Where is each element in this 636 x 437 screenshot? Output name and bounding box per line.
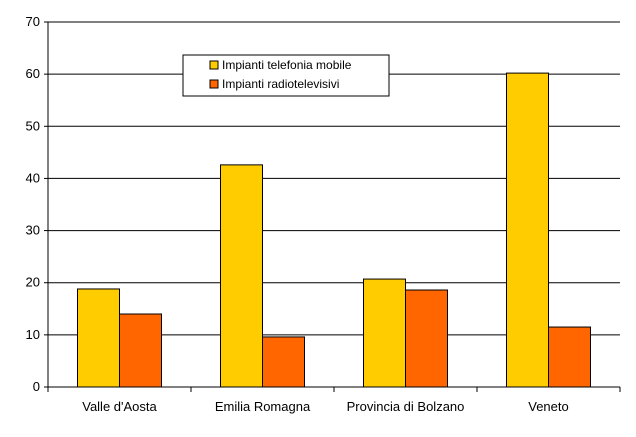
y-tick-label: 20 (26, 275, 40, 290)
bar-mobile-3 (506, 72, 549, 388)
bar-mobile-0 (77, 288, 120, 388)
legend-swatch-mobile (209, 60, 219, 70)
y-tick-labels: 0 10 20 30 40 50 60 70 (26, 14, 40, 394)
y-tick-label: 60 (26, 66, 40, 81)
bar-radiotv-1 (262, 336, 305, 388)
y-tick-label: 40 (26, 170, 40, 185)
y-tick-label: 70 (26, 14, 40, 29)
axes (47, 22, 621, 392)
bar-radiotv-3 (548, 326, 591, 388)
bars (77, 72, 591, 388)
x-tick-labels: Valle d'Aosta Emilia Romagna Provincia di … (82, 399, 569, 414)
y-tick-label: 0 (33, 379, 40, 394)
x-tick-label: Veneto (528, 399, 569, 414)
x-tick-label: Provincia di Bolzano (347, 399, 465, 414)
y-tick-label: 10 (26, 327, 40, 342)
x-tick-label: Emilia Romagna (215, 399, 311, 414)
bar-mobile-1 (220, 164, 263, 388)
bar-radiotv-2 (405, 289, 448, 388)
legend-label-radiotv: Impianti radiotelevisivi (222, 77, 339, 91)
legend: Impianti telefonia mobile Impianti radio… (182, 54, 390, 97)
legend-box (182, 54, 390, 97)
legend-swatch-radiotv (209, 79, 219, 89)
legend-label-mobile: Impianti telefonia mobile (222, 58, 352, 72)
y-tick-label: 50 (26, 118, 40, 133)
y-tick-label: 30 (26, 223, 40, 238)
bar-radiotv-0 (119, 313, 162, 388)
x-tick-label: Valle d'Aosta (82, 399, 157, 414)
bar-mobile-2 (363, 278, 406, 388)
